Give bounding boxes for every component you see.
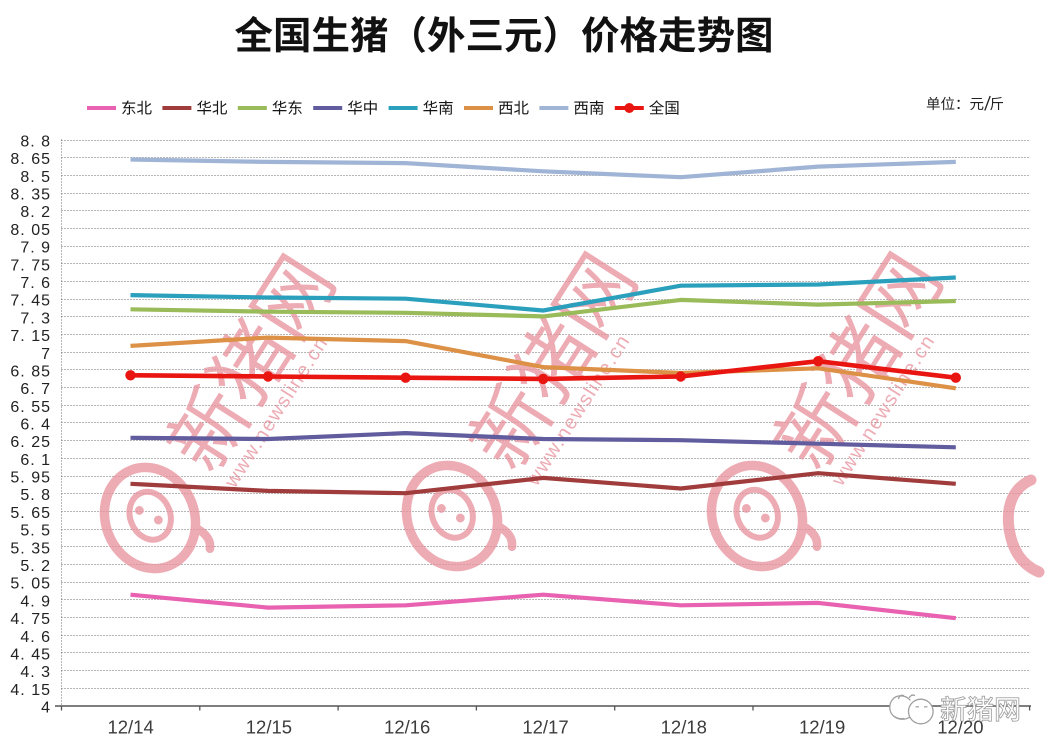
svg-text:5. 65: 5. 65 (10, 505, 51, 522)
svg-text:5. 2: 5. 2 (20, 558, 51, 575)
svg-text:7. 75: 7. 75 (10, 257, 51, 274)
svg-text:7. 3: 7. 3 (20, 310, 51, 327)
svg-text:6. 1: 6. 1 (20, 452, 51, 469)
svg-text:12/16: 12/16 (384, 717, 430, 738)
svg-text:5. 05: 5. 05 (10, 576, 51, 593)
svg-text:6. 55: 6. 55 (10, 399, 51, 416)
svg-text:5. 8: 5. 8 (20, 487, 51, 504)
svg-text:12/19: 12/19 (799, 717, 845, 738)
svg-text:7. 9: 7. 9 (20, 240, 51, 257)
svg-text:4. 45: 4. 45 (10, 646, 51, 663)
svg-text:4. 15: 4. 15 (10, 682, 51, 699)
svg-text:6. 85: 6. 85 (10, 363, 51, 380)
svg-text:8. 35: 8. 35 (10, 187, 51, 204)
svg-text:12/15: 12/15 (246, 717, 292, 738)
svg-text:6. 4: 6. 4 (20, 417, 51, 434)
svg-text:12/18: 12/18 (661, 717, 707, 738)
svg-text:12/14: 12/14 (107, 717, 153, 738)
svg-text:12/20: 12/20 (937, 717, 983, 738)
svg-text:8. 5: 8. 5 (20, 169, 51, 186)
svg-text:8. 8: 8. 8 (20, 134, 51, 151)
svg-text:6. 25: 6. 25 (10, 434, 51, 451)
svg-text:5. 95: 5. 95 (10, 470, 51, 487)
svg-text:4. 6: 4. 6 (20, 629, 51, 646)
svg-text:8. 2: 8. 2 (20, 204, 51, 221)
svg-text:5. 5: 5. 5 (20, 523, 51, 540)
svg-text:4. 75: 4. 75 (10, 611, 51, 628)
svg-text:8. 05: 8. 05 (10, 222, 51, 239)
svg-text:4. 9: 4. 9 (20, 593, 51, 610)
svg-text:7. 15: 7. 15 (10, 328, 51, 345)
svg-text:5. 35: 5. 35 (10, 540, 51, 557)
svg-text:6. 7: 6. 7 (20, 381, 51, 398)
svg-text:7. 6: 7. 6 (20, 275, 51, 292)
svg-text:7: 7 (41, 346, 51, 363)
svg-text:7. 45: 7. 45 (10, 293, 51, 310)
svg-text:12/17: 12/17 (522, 717, 568, 738)
svg-text:4: 4 (41, 700, 51, 717)
svg-text:4. 3: 4. 3 (20, 664, 51, 681)
svg-text:8. 65: 8. 65 (10, 151, 51, 168)
